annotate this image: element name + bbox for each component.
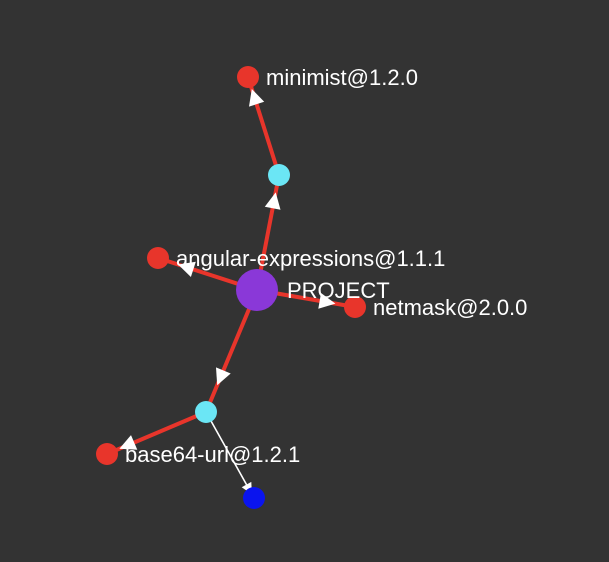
node-label-base64-url: base64-url@1.2.1 — [125, 442, 300, 467]
node-mid-bottom[interactable] — [195, 401, 217, 423]
node-label-angular-expressions: angular-expressions@1.1.1 — [176, 246, 445, 271]
labels-layer: PROJECT minimist@1.2.0 angular-expressions… — [125, 65, 527, 467]
node-project[interactable] — [236, 269, 278, 311]
arrowhead-mid-bottom-to-base64-url — [119, 435, 138, 450]
node-label-netmask: netmask@2.0.0 — [373, 295, 527, 320]
arrowhead-mid-top-to-minimist — [249, 89, 265, 107]
edge-project-to-mid-bottom — [204, 288, 259, 414]
node-base64-url[interactable] — [96, 443, 118, 465]
arrowhead-project-to-mid-top — [264, 192, 281, 210]
arrowhead-project-to-angular-expressions — [178, 261, 196, 277]
nodes-layer — [96, 66, 366, 509]
node-mid-top[interactable] — [268, 164, 290, 186]
node-minimist[interactable] — [237, 66, 259, 88]
arrowhead-project-to-mid-bottom — [216, 367, 231, 386]
node-netmask[interactable] — [344, 296, 366, 318]
node-leaf[interactable] — [243, 487, 265, 509]
arrowhead-project-to-netmask — [318, 293, 336, 309]
node-angular-expressions[interactable] — [147, 247, 169, 269]
node-label-minimist: minimist@1.2.0 — [266, 65, 418, 90]
edge-mid-bottom-to-leaf — [205, 411, 255, 499]
node-label-project: PROJECT — [287, 278, 390, 303]
